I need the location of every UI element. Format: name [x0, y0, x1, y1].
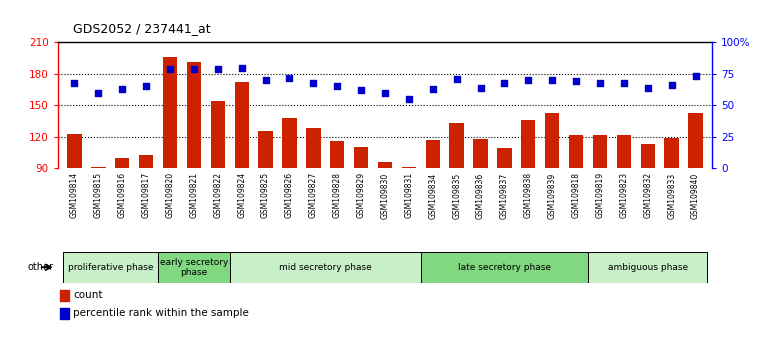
- Bar: [665, 138, 679, 168]
- Text: GSM109837: GSM109837: [500, 172, 509, 218]
- Bar: [569, 135, 583, 168]
- Point: [450, 76, 463, 82]
- Text: GSM109831: GSM109831: [404, 172, 413, 218]
- Text: GSM109827: GSM109827: [309, 172, 318, 218]
- Bar: [60, 290, 69, 301]
- Text: GSM109824: GSM109824: [237, 172, 246, 218]
- Text: GSM109828: GSM109828: [333, 172, 342, 218]
- Bar: [378, 162, 392, 168]
- Text: GSM109838: GSM109838: [524, 172, 533, 218]
- Bar: [162, 57, 177, 168]
- Text: GSM109818: GSM109818: [571, 172, 581, 218]
- Point: [689, 74, 701, 79]
- Text: GSM109814: GSM109814: [70, 172, 79, 218]
- Bar: [115, 158, 129, 168]
- Bar: [688, 113, 703, 168]
- Bar: [211, 101, 225, 168]
- Text: GSM109836: GSM109836: [476, 172, 485, 218]
- Point: [69, 80, 81, 86]
- Text: GSM109833: GSM109833: [667, 172, 676, 218]
- Text: GSM109835: GSM109835: [452, 172, 461, 218]
- Point: [259, 78, 272, 83]
- Bar: [60, 308, 69, 319]
- Point: [379, 90, 391, 96]
- Text: late secretory phase: late secretory phase: [458, 263, 551, 272]
- Point: [403, 96, 415, 102]
- Point: [522, 78, 534, 83]
- Bar: [306, 129, 320, 168]
- Text: mid secretory phase: mid secretory phase: [279, 263, 372, 272]
- Point: [618, 80, 630, 86]
- Bar: [641, 144, 655, 168]
- Text: GSM109825: GSM109825: [261, 172, 270, 218]
- Text: GSM109822: GSM109822: [213, 172, 223, 218]
- Bar: [283, 118, 296, 168]
- Point: [665, 82, 678, 88]
- Bar: [235, 82, 249, 168]
- Bar: [474, 139, 487, 168]
- Bar: [354, 147, 368, 168]
- FancyBboxPatch shape: [158, 252, 229, 282]
- Point: [140, 84, 152, 89]
- Text: GSM109830: GSM109830: [380, 172, 390, 218]
- Point: [188, 66, 200, 72]
- FancyBboxPatch shape: [421, 252, 588, 282]
- FancyBboxPatch shape: [62, 252, 158, 282]
- Point: [641, 85, 654, 91]
- Point: [307, 80, 320, 86]
- Point: [331, 84, 343, 89]
- Text: GDS2052 / 237441_at: GDS2052 / 237441_at: [73, 22, 211, 35]
- Point: [212, 66, 224, 72]
- Text: GSM109819: GSM109819: [595, 172, 604, 218]
- FancyBboxPatch shape: [229, 252, 421, 282]
- Text: GSM109817: GSM109817: [142, 172, 151, 218]
- Text: GSM109832: GSM109832: [643, 172, 652, 218]
- Text: GSM109840: GSM109840: [691, 172, 700, 218]
- Text: ambiguous phase: ambiguous phase: [608, 263, 688, 272]
- Text: GSM109823: GSM109823: [619, 172, 628, 218]
- Text: early secretory
phase: early secretory phase: [159, 258, 228, 277]
- Text: GSM109821: GSM109821: [189, 172, 199, 218]
- Point: [546, 78, 558, 83]
- Bar: [497, 148, 511, 168]
- Bar: [67, 133, 82, 168]
- Bar: [187, 62, 201, 168]
- Point: [594, 80, 606, 86]
- Point: [283, 75, 296, 80]
- Bar: [426, 140, 440, 168]
- Point: [474, 85, 487, 91]
- Text: GSM109826: GSM109826: [285, 172, 294, 218]
- Text: count: count: [73, 291, 102, 301]
- Point: [236, 65, 248, 70]
- Bar: [402, 167, 416, 168]
- Text: proliferative phase: proliferative phase: [68, 263, 153, 272]
- Text: GSM109839: GSM109839: [547, 172, 557, 218]
- Bar: [545, 113, 559, 168]
- Text: other: other: [28, 262, 54, 272]
- Bar: [450, 123, 464, 168]
- Bar: [617, 135, 631, 168]
- Point: [164, 66, 176, 72]
- Text: GSM109829: GSM109829: [357, 172, 366, 218]
- Text: GSM109815: GSM109815: [94, 172, 103, 218]
- Point: [116, 86, 129, 92]
- Point: [498, 80, 511, 86]
- Point: [92, 90, 105, 96]
- Bar: [593, 135, 608, 168]
- Bar: [139, 155, 153, 168]
- Text: GSM109834: GSM109834: [428, 172, 437, 218]
- Bar: [259, 131, 273, 168]
- Bar: [521, 120, 535, 168]
- Text: percentile rank within the sample: percentile rank within the sample: [73, 308, 249, 318]
- Text: GSM109820: GSM109820: [166, 172, 175, 218]
- Bar: [91, 167, 105, 168]
- Text: GSM109816: GSM109816: [118, 172, 127, 218]
- Point: [570, 79, 582, 84]
- Point: [355, 87, 367, 93]
- FancyBboxPatch shape: [588, 252, 708, 282]
- Point: [427, 86, 439, 92]
- Bar: [330, 141, 344, 168]
